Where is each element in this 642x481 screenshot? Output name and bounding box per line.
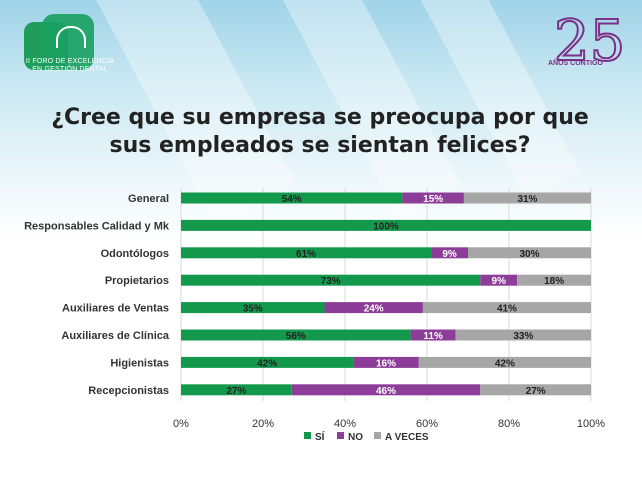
x-tick-label: 40% xyxy=(334,418,356,430)
bar-segment xyxy=(181,356,354,368)
category-label: Responsables Calidad y Mk xyxy=(24,220,170,232)
bar-segment xyxy=(517,274,591,286)
bar-segment xyxy=(418,356,591,368)
x-tick-label: 0% xyxy=(173,418,189,430)
bar-segment xyxy=(455,329,591,341)
data-label: 46% xyxy=(376,386,396,397)
legend-swatch xyxy=(304,432,311,439)
bar-segment xyxy=(181,274,481,286)
title-line1: ¿Cree que su empresa se preocupa por que xyxy=(51,105,589,130)
bar-segment xyxy=(402,192,464,204)
bar-segment xyxy=(422,302,591,314)
bar-segment xyxy=(291,384,481,396)
data-label: 33% xyxy=(513,331,533,342)
category-label: General xyxy=(128,193,169,205)
legend-label: NO xyxy=(348,432,363,443)
bar-segment xyxy=(468,247,591,259)
category-label: Propietarios xyxy=(105,275,169,287)
category-label: Auxiliares de Clínica xyxy=(61,330,169,342)
bar-segment xyxy=(181,219,591,231)
x-tick-label: 100% xyxy=(577,418,605,430)
data-label: 16% xyxy=(376,358,396,369)
category-label: Odontólogos xyxy=(101,248,169,260)
data-label: 73% xyxy=(321,276,341,287)
data-label: 30% xyxy=(519,249,539,260)
data-label: 41% xyxy=(497,304,517,315)
bar-segment xyxy=(181,329,411,341)
bar-segment xyxy=(480,274,518,286)
x-tick-label: 80% xyxy=(498,418,520,430)
legend-swatch xyxy=(337,432,344,439)
data-label: 35% xyxy=(243,304,263,315)
bar-segment xyxy=(410,329,456,341)
legend-label: A VECES xyxy=(385,432,429,443)
bar-segment xyxy=(431,247,468,259)
logo-caption-line2: EN GESTIÓN DENTAL xyxy=(32,66,108,73)
anniversary-text: AÑOS CONTIGO xyxy=(548,60,603,67)
category-label: Recepcionistas xyxy=(88,385,169,397)
anniversary-logo: 25 AÑOS CONTIGO xyxy=(546,9,626,82)
data-label: 42% xyxy=(257,358,277,369)
bar-segment xyxy=(480,384,591,396)
data-label: 9% xyxy=(492,276,507,287)
data-label: 42% xyxy=(495,358,515,369)
data-label: 24% xyxy=(364,304,384,315)
logo-caption: II FORO DE EXCELENCIA EN GESTIÓN DENTAL xyxy=(24,58,116,74)
page-title: ¿Cree que su empresa se preocupa por que… xyxy=(40,104,600,160)
title-line2: sus empleados se sientan felices? xyxy=(109,133,531,158)
logo-caption-line1: II FORO DE EXCELENCIA xyxy=(25,58,115,65)
x-tick-label: 60% xyxy=(416,418,438,430)
data-label: 11% xyxy=(423,331,443,342)
bar-segment xyxy=(463,192,591,204)
tooth-icon xyxy=(56,26,86,48)
data-label: 56% xyxy=(286,331,306,342)
data-label: 27% xyxy=(226,386,246,397)
category-label: Auxiliares de Ventas xyxy=(62,303,169,315)
data-label: 61% xyxy=(296,249,316,260)
data-label: 27% xyxy=(526,386,546,397)
bar-segment xyxy=(181,247,432,259)
bar-segment xyxy=(324,302,423,314)
data-label: 31% xyxy=(517,194,537,205)
forum-logo: II FORO DE EXCELENCIA EN GESTIÓN DENTAL xyxy=(24,14,116,78)
legend-swatch xyxy=(374,432,381,439)
data-label: 9% xyxy=(442,249,457,260)
bar-segment xyxy=(181,384,292,396)
x-tick-label: 20% xyxy=(252,418,274,430)
data-label: 54% xyxy=(282,194,302,205)
anniversary-number: 25 xyxy=(553,9,626,75)
data-label: 18% xyxy=(544,276,564,287)
data-label: 100% xyxy=(373,221,399,232)
bar-segment xyxy=(181,192,403,204)
data-label: 15% xyxy=(423,194,443,205)
category-label: Higienistas xyxy=(110,357,169,369)
bar-segment xyxy=(353,356,419,368)
bar-segment xyxy=(181,302,325,314)
legend-label: SÍ xyxy=(315,430,325,443)
